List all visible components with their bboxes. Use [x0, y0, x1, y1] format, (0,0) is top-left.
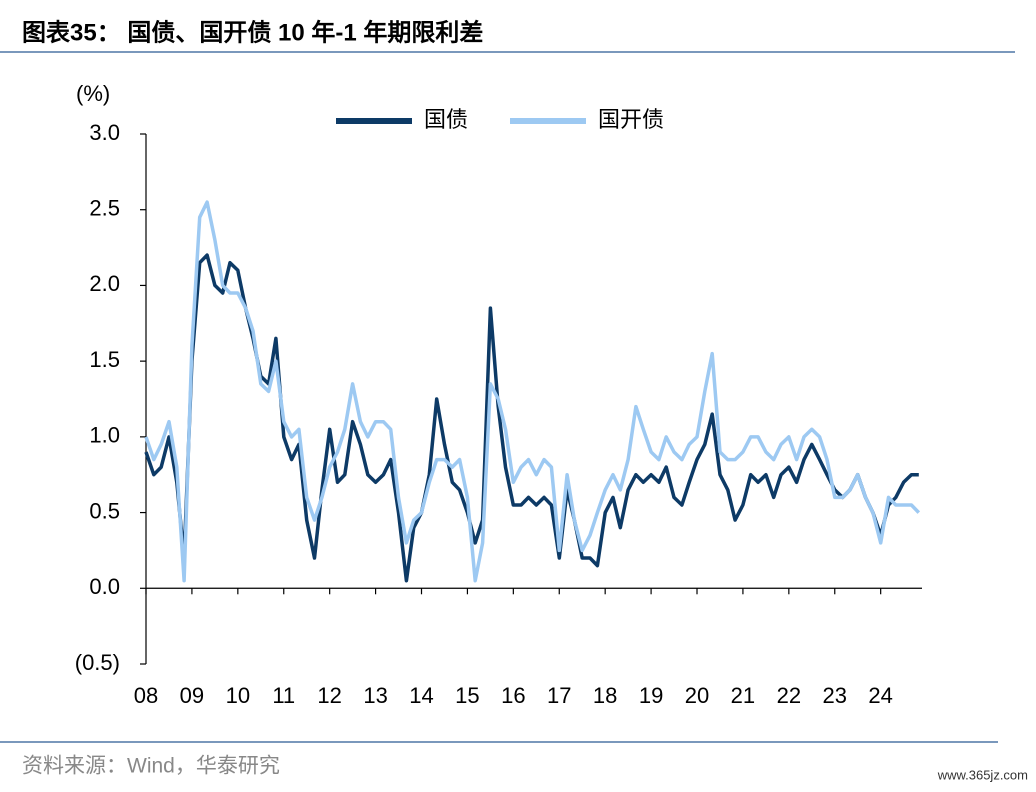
- x-tick-label: 23: [823, 683, 847, 708]
- x-tick-label: 14: [409, 683, 433, 708]
- x-tick-label: 09: [180, 683, 204, 708]
- x-tick-label: 19: [639, 683, 663, 708]
- watermark: www.365jz.com: [937, 767, 1028, 782]
- x-tick-label: 10: [226, 683, 250, 708]
- x-tick-label: 08: [134, 683, 158, 708]
- y-tick-label: 3.0: [89, 120, 120, 145]
- legend-label: 国开债: [598, 107, 664, 132]
- x-tick-label: 12: [317, 683, 341, 708]
- y-tick-label: 0.0: [89, 574, 120, 599]
- x-tick-label: 24: [868, 683, 892, 708]
- y-tick-label: 2.5: [89, 196, 120, 221]
- x-tick-label: 16: [501, 683, 525, 708]
- y-tick-label: 2.0: [89, 271, 120, 296]
- y-tick-label: 1.5: [89, 347, 120, 372]
- x-tick-label: 15: [455, 683, 479, 708]
- source: 资料来源：Wind，华泰研究: [22, 755, 280, 778]
- chart-title: 图表35： 国债、国开债 10 年-1 年期限利差: [22, 18, 483, 46]
- y-tick-label: (0.5): [75, 650, 120, 675]
- series-line: [144, 200, 921, 583]
- y-tick-label: 0.5: [89, 498, 120, 523]
- series-line: [144, 253, 919, 583]
- x-tick-label: 18: [593, 683, 617, 708]
- x-tick-label: 13: [363, 683, 387, 708]
- x-tick-label: 11: [272, 683, 295, 708]
- legend-label: 国债: [424, 107, 468, 132]
- x-tick-label: 22: [777, 683, 801, 708]
- x-tick-label: 17: [547, 683, 571, 708]
- x-tick-label: 20: [685, 683, 709, 708]
- y-axis-label: (%): [76, 81, 110, 106]
- y-tick-label: 1.0: [89, 423, 120, 448]
- x-tick-label: 21: [731, 683, 755, 708]
